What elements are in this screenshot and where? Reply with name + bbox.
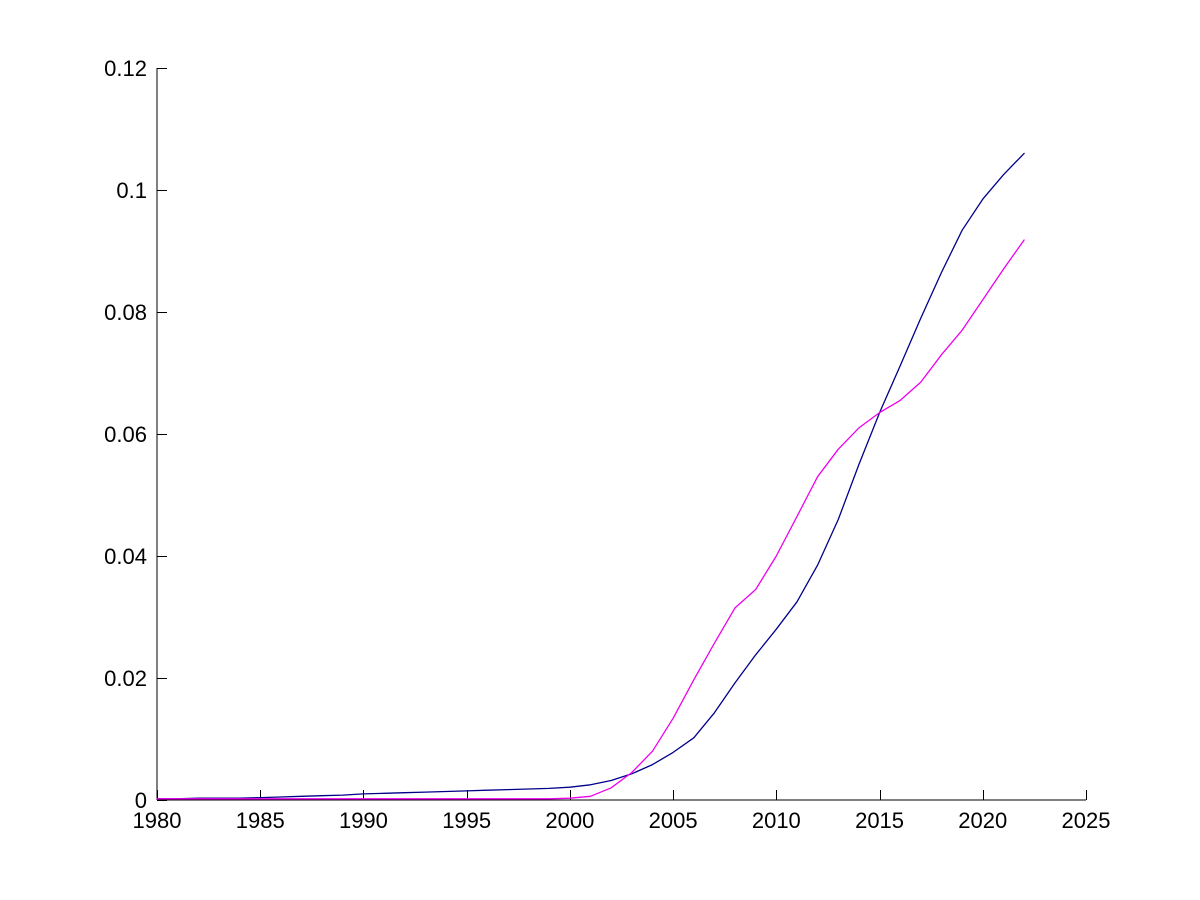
x-tick-label: 2005 — [649, 808, 698, 833]
y-tick-label: 0.06 — [104, 422, 147, 447]
x-tick-label: 2010 — [752, 808, 801, 833]
x-tick-label: 1980 — [133, 808, 182, 833]
y-tick-label: 0.12 — [104, 56, 147, 81]
y-tick-label: 0.04 — [104, 544, 147, 569]
x-tick-label: 1985 — [236, 808, 285, 833]
x-tick-label: 2015 — [855, 808, 904, 833]
x-tick-label: 1990 — [339, 808, 388, 833]
y-tick-label: 0.08 — [104, 300, 147, 325]
y-tick-label: 0 — [135, 788, 147, 813]
dark-blue-line — [156, 152, 1025, 800]
axis-tick-labels: 1980 1985 1990 1995 2000 2005 2010 2015 2020 2025… — [104, 56, 1110, 833]
magenta-line — [156, 239, 1025, 800]
x-tick-label: 2025 — [1062, 808, 1111, 833]
y-tick-label: 0.02 — [104, 666, 147, 691]
y-tick-label: 0.1 — [116, 178, 147, 203]
x-tick-label: 2000 — [545, 808, 594, 833]
x-tick-label: 1995 — [442, 808, 491, 833]
axes-spines-and-ticks — [156, 68, 1087, 801]
x-tick-label: 2020 — [958, 808, 1007, 833]
data-series-lines — [156, 152, 1025, 800]
